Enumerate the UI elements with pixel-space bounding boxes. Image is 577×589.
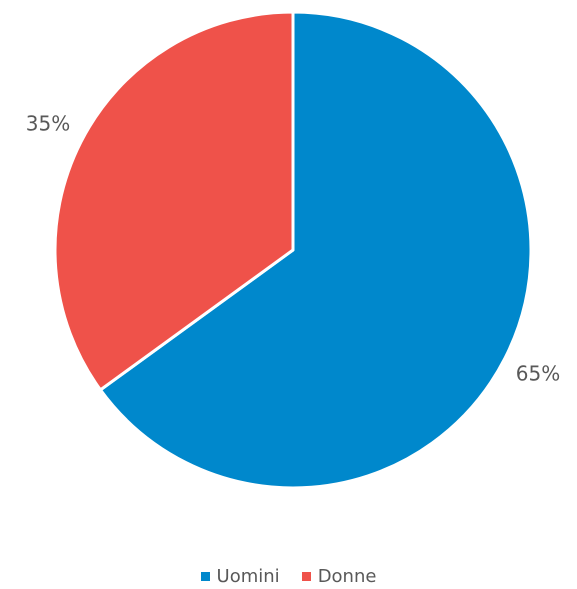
data-label-donne: 35% xyxy=(26,112,70,136)
legend-item-donne[interactable]: Donne xyxy=(301,566,377,587)
pie-slice-uomini[interactable] xyxy=(98,10,533,490)
legend-swatch-uomini xyxy=(200,572,210,581)
pie-data-labels: 65% 35% xyxy=(26,112,560,386)
pie-slices xyxy=(53,10,533,490)
legend: Uomini Donne xyxy=(0,566,577,587)
legend-item-uomini[interactable]: Uomini xyxy=(200,566,280,587)
data-label-uomini: 65% xyxy=(516,361,560,385)
pie-slice-donne[interactable] xyxy=(53,10,295,392)
legend-label-uomini: Uomini xyxy=(216,566,280,587)
legend-swatch-donne xyxy=(301,572,311,581)
legend-label-donne: Donne xyxy=(317,566,377,587)
